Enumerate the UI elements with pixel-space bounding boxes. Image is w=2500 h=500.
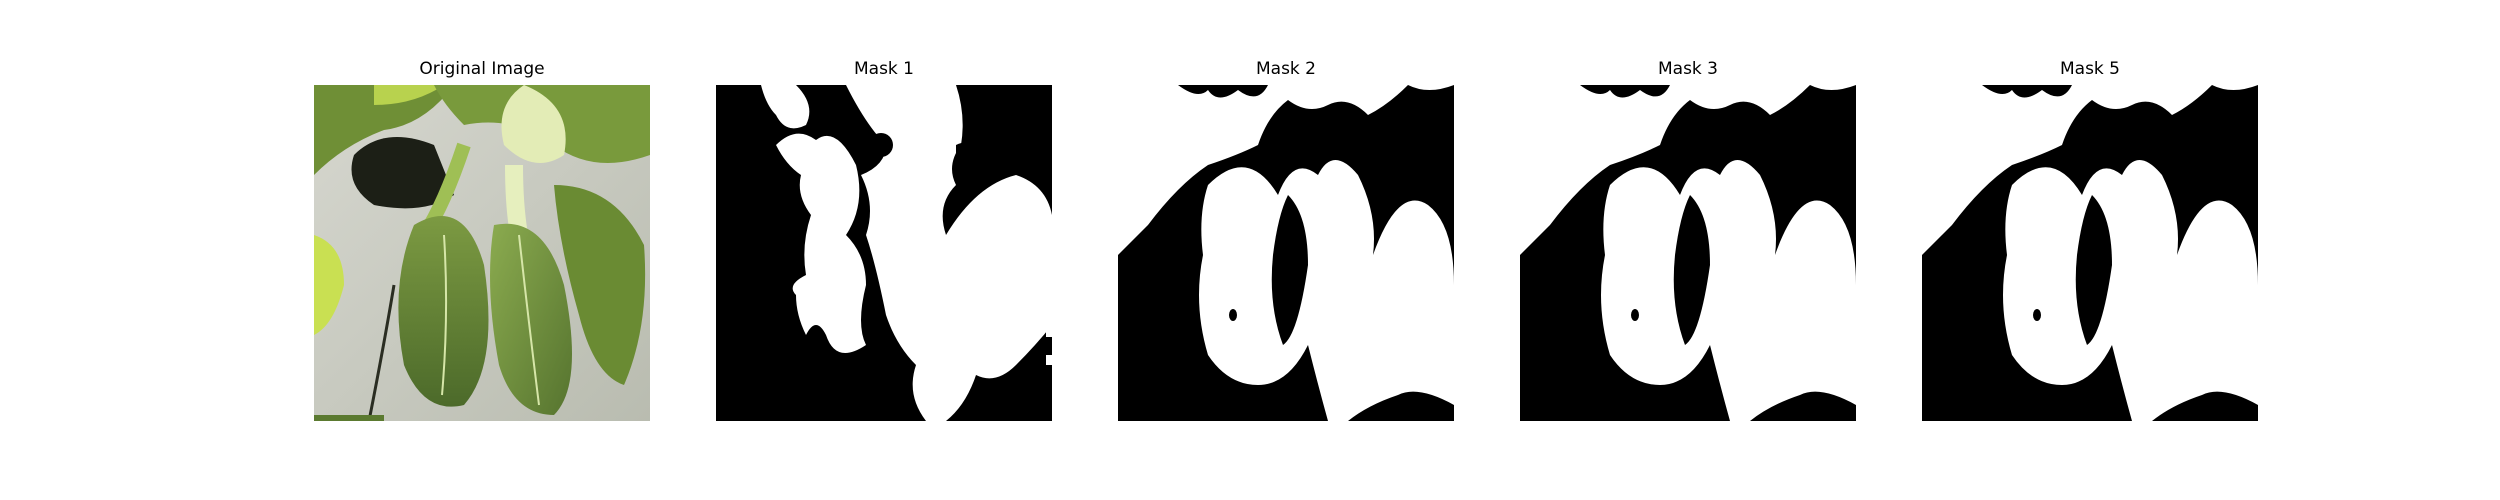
mask-1-panel: Mask 1 — [716, 59, 1052, 421]
panel-title: Original Image — [419, 59, 545, 79]
mask-1-image — [716, 85, 1052, 421]
mask-3-panel: Mask 3 — [1520, 59, 1856, 421]
mask-2-panel: Mask 2 — [1118, 59, 1454, 421]
mask-5-image — [1922, 85, 2258, 421]
panel-title: Mask 2 — [1255, 59, 1316, 79]
mask-3-image — [1520, 85, 1856, 421]
original-image-panel: Original Image — [314, 59, 650, 421]
panel-title: Mask 5 — [2059, 59, 2120, 79]
panel-title: Mask 1 — [853, 59, 914, 79]
mask-2-image — [1118, 85, 1454, 421]
panel-title: Mask 3 — [1657, 59, 1718, 79]
mask-5-panel: Mask 5 — [1922, 59, 2258, 421]
original-image — [314, 85, 650, 421]
